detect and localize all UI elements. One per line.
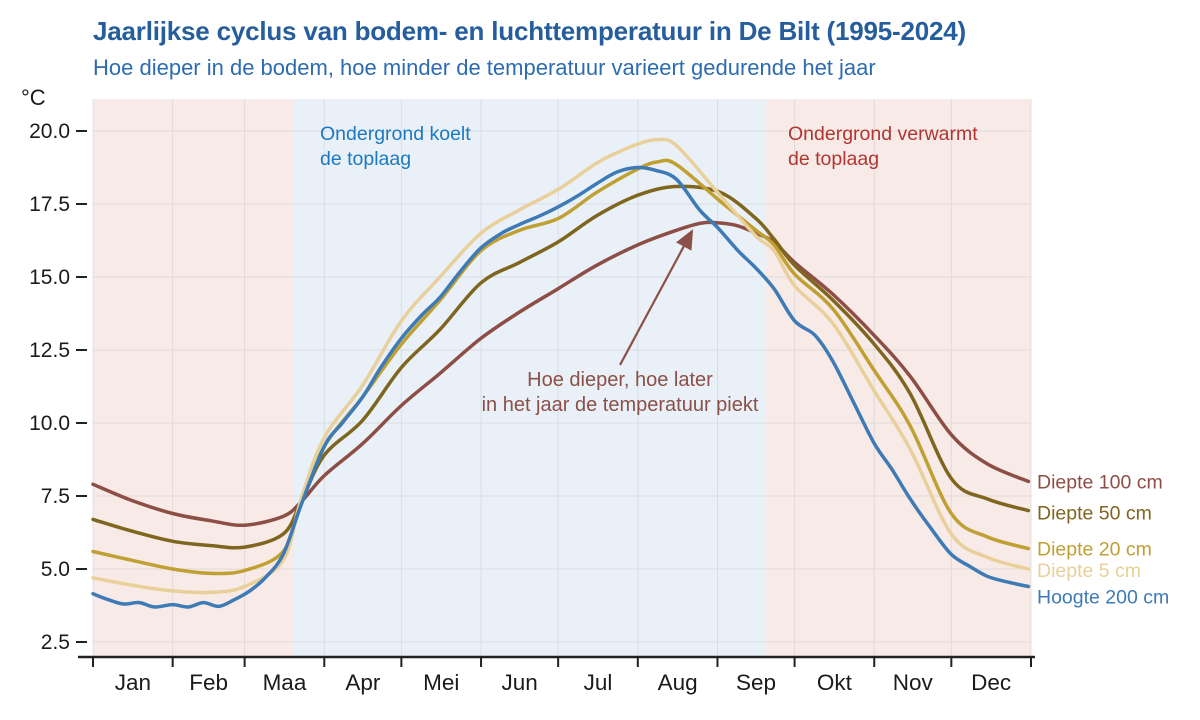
- x-month-label-jun: Jun: [501, 670, 537, 695]
- x-month-label-dec: Dec: [971, 670, 1011, 695]
- x-month-label-maa: Maa: [263, 670, 307, 695]
- x-month-label-sep: Sep: [736, 670, 776, 695]
- page-subtitle: Hoe dieper in de bodem, hoe minder de te…: [93, 55, 876, 80]
- series-label-diepte-50cm: Diepte 50 cm: [1037, 503, 1152, 525]
- y-tick-label: 17.5: [29, 193, 70, 216]
- y-tick-label: 5.0: [41, 558, 70, 581]
- series-line-diepte-50cm: [91, 184, 1031, 550]
- series-label-hoogte-200cm: Hoogte 200 cm: [1037, 587, 1169, 609]
- series-line-diepte-20cm: [91, 158, 1031, 576]
- series-label-diepte-5cm: Diepte 5 cm: [1037, 560, 1141, 582]
- x-month-label-aug: Aug: [658, 670, 698, 695]
- page-title: Jaarlijkse cyclus van bodem- en luchttem…: [93, 16, 967, 46]
- series-label-diepte-20cm: Diepte 20 cm: [1037, 539, 1152, 561]
- annotation-peak-lag: Hoe dieper, hoe later in het jaar de tem…: [481, 369, 759, 416]
- x-month-label-feb: Feb: [189, 670, 228, 695]
- x-month-label-apr: Apr: [345, 670, 381, 695]
- y-tick-label: 15.0: [29, 266, 70, 289]
- series-label-diepte-100cm: Diepte 100 cm: [1037, 471, 1163, 493]
- x-month-label-jul: Jul: [584, 670, 613, 695]
- peak-annotation-arrow: [619, 229, 694, 366]
- y-tick-label: 12.5: [29, 339, 70, 362]
- x-month-label-okt: Okt: [817, 670, 853, 695]
- annotation-undergrond-koelt: Ondergrond koelt de toplaag: [320, 123, 471, 171]
- y-tick-label: 7.5: [41, 485, 70, 508]
- x-month-label-jan: Jan: [115, 670, 151, 695]
- series-line-hoogte-200cm: [91, 165, 1031, 609]
- y-tick-label: 20.0: [29, 120, 70, 143]
- series-line-diepte-5cm: [91, 137, 1031, 595]
- x-month-label-nov: Nov: [893, 670, 934, 695]
- series-line-diepte-100cm: [91, 220, 1031, 528]
- annotation-undergrond-verwarmt: Ondergrond verwarmt de toplaag: [788, 123, 978, 171]
- y-tick-label: 10.0: [29, 412, 70, 435]
- y-tick-label: 2.5: [41, 631, 70, 654]
- y-axis-unit-label: °C: [21, 85, 46, 110]
- x-month-label-mei: Mei: [423, 670, 459, 695]
